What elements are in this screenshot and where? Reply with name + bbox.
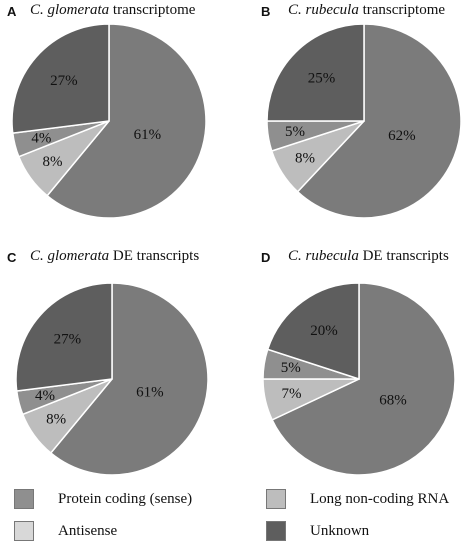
panel-title: C. glomerata transcriptome bbox=[30, 2, 195, 19]
pie-slice-label: 27% bbox=[54, 332, 82, 348]
pie-slice-label: 7% bbox=[282, 386, 302, 402]
pie-slice-label: 5% bbox=[285, 124, 305, 140]
panel-title-species: C. rubecula bbox=[288, 2, 359, 18]
pie-panel-d: D C. rubecula DE transcripts 68% 7% 5% 20% bbox=[237, 240, 474, 480]
panel-title: C. rubecula transcriptome bbox=[288, 2, 445, 19]
panel-title: C. rubecula DE transcripts bbox=[288, 248, 449, 265]
legend: Protein coding (sense) Long non-coding R… bbox=[0, 480, 474, 552]
legend-label: Unknown bbox=[310, 522, 370, 539]
legend-item-unknown: Unknown bbox=[266, 521, 369, 541]
pie-panel-a: A C. glomerata transcriptome 61% 8% 4% 27% bbox=[0, 0, 237, 240]
pie-slice-label: 27% bbox=[50, 73, 78, 89]
legend-item-protein-coding: Protein coding (sense) bbox=[14, 489, 192, 509]
panel-title-suffix: DE transcripts bbox=[358, 248, 449, 264]
pie-slice-label: 8% bbox=[46, 412, 66, 428]
legend-label: Long non-coding RNA bbox=[310, 490, 450, 507]
legend-swatch bbox=[266, 521, 286, 541]
pie-slice-label: 61% bbox=[136, 385, 164, 401]
pie-slice-unknown bbox=[11, 23, 110, 134]
panel-letter: B bbox=[261, 4, 271, 19]
panel-title-species: C. glomerata bbox=[30, 248, 110, 264]
pie-chart-c: 61% 8% 4% 27% bbox=[15, 282, 209, 476]
legend-item-antisense: Antisense bbox=[14, 521, 117, 541]
panel-title-species: C. glomerata bbox=[30, 2, 110, 18]
pie-slice-label: 8% bbox=[295, 150, 315, 166]
legend-item-long-noncoding: Long non-coding RNA bbox=[266, 489, 449, 509]
panel-title-suffix: DE transcripts bbox=[109, 248, 200, 264]
pie-slice-unknown bbox=[15, 282, 113, 392]
pie-slice-label: 20% bbox=[310, 323, 338, 339]
pie-slice-main bbox=[49, 282, 209, 476]
pie-slice-label: 68% bbox=[379, 393, 407, 409]
pie-slice-main bbox=[271, 282, 456, 476]
pie-slice-label: 62% bbox=[388, 128, 416, 144]
legend-label: Antisense bbox=[58, 522, 118, 539]
pie-chart-d: 68% 7% 5% 20% bbox=[262, 282, 456, 476]
panel-title-suffix: transcriptome bbox=[358, 2, 446, 18]
legend-swatch bbox=[14, 489, 34, 509]
pie-slice-unknown bbox=[266, 23, 365, 122]
pie-slice-main bbox=[296, 23, 462, 219]
pie-panel-b: B C. rubecula transcriptome 62% 8% 5% 25% bbox=[237, 0, 474, 240]
pie-slice-label: 5% bbox=[281, 360, 301, 376]
legend-swatch bbox=[266, 489, 286, 509]
panel-letter: A bbox=[7, 4, 17, 19]
panel-title-suffix: transcriptome bbox=[109, 2, 196, 18]
panel-title-species: C. rubecula bbox=[288, 248, 359, 264]
pie-slice-label: 25% bbox=[308, 70, 336, 86]
pie-slice-label: 8% bbox=[42, 154, 62, 170]
pie-slice-label: 4% bbox=[35, 388, 55, 404]
pie-slice-label: 4% bbox=[31, 130, 51, 146]
pie-slice-label: 61% bbox=[134, 127, 162, 143]
pie-chart-a: 61% 8% 4% 27% bbox=[11, 23, 207, 219]
legend-label: Protein coding (sense) bbox=[58, 490, 193, 507]
pie-slice-unknown bbox=[266, 282, 360, 381]
panel-title: C. glomerata DE transcripts bbox=[30, 248, 199, 265]
panel-letter: D bbox=[261, 250, 271, 265]
pie-chart-b: 62% 8% 5% 25% bbox=[266, 23, 462, 219]
panel-letter: C bbox=[7, 250, 17, 265]
legend-swatch bbox=[14, 521, 34, 541]
pie-panel-c: C C. glomerata DE transcripts 61% 8% 4% 27% bbox=[0, 240, 237, 480]
pie-slice-main bbox=[46, 23, 207, 219]
